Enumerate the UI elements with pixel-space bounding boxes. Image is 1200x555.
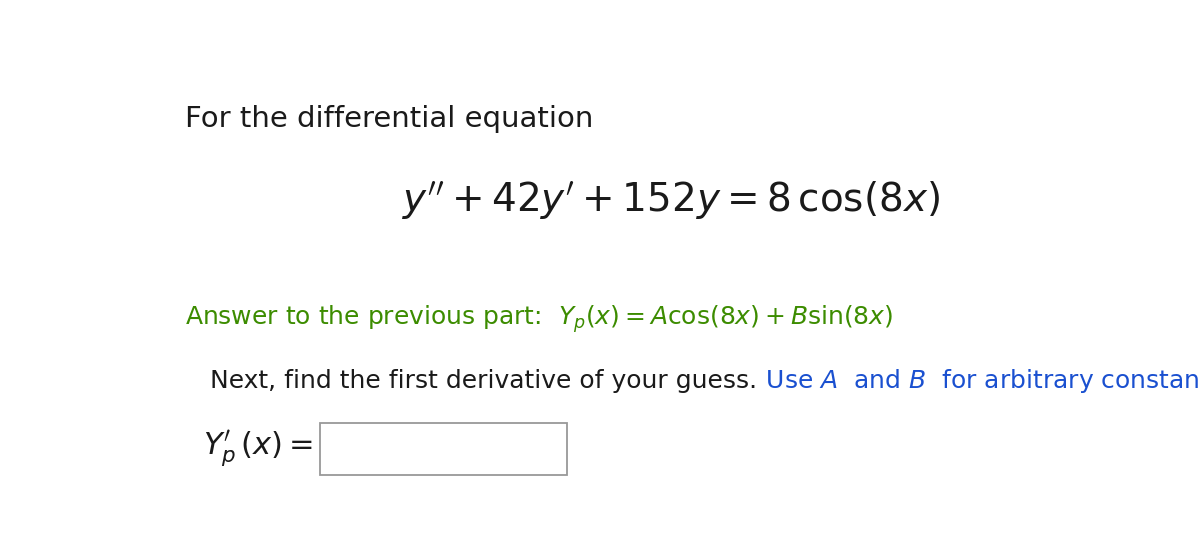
Text: $y^{\prime\prime} + 42y^{\prime} + 152y = 8\,\cos(8x)$: $y^{\prime\prime} + 42y^{\prime} + 152y … xyxy=(402,180,940,222)
Text: Use $A$  and $B$  for arbitrary constants.: Use $A$ and $B$ for arbitrary constants. xyxy=(757,367,1200,395)
Text: For the differential equation: For the differential equation xyxy=(185,105,594,133)
Text: Next, find the first derivative of your guess.: Next, find the first derivative of your … xyxy=(210,369,757,393)
Text: $Y^{\prime}_p\,(x) =$: $Y^{\prime}_p\,(x) =$ xyxy=(203,428,313,470)
Text: Answer to the previous part:  $Y_p(x) = A\cos(8x) + B\sin(8x)$: Answer to the previous part: $Y_p(x) = A… xyxy=(185,303,894,335)
FancyBboxPatch shape xyxy=(320,423,566,475)
